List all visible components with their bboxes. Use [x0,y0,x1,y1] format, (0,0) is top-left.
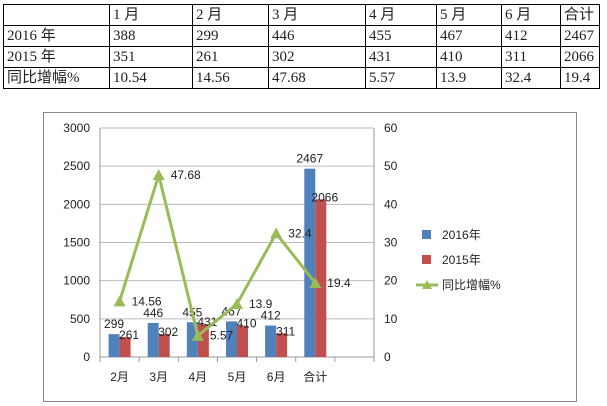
legend-label: 2016年 [442,228,481,242]
bar-2016年 [147,322,159,357]
line-data-label: 14.56 [132,294,162,308]
x-tick-label: 6月 [267,370,286,384]
right-axis-tick-label: 20 [384,274,398,288]
table-cell: 410 [436,46,502,68]
bar-data-label: 261 [119,328,139,342]
table-row: 2015 年 351 261 302 431 410 311 2066 [3,46,600,68]
table-cell: 5.57 [365,67,437,89]
column-header: 2 月 [192,4,269,26]
column-header: 5 月 [436,4,502,26]
table-cell: 299 [192,25,269,47]
left-axis-tick-label: 2000 [63,197,90,211]
table-cell: 431 [365,46,437,68]
left-axis-tick-label: 0 [83,350,90,364]
left-axis-tick-label: 500 [70,312,90,326]
table-cell: 446 [268,25,366,47]
legend-triangle-marker [422,280,432,289]
legend-swatch [422,255,431,264]
right-axis-tick-label: 30 [384,236,398,250]
column-header [3,4,110,26]
bar-data-label: 446 [143,306,163,320]
combo-chart: 0 500 1000 1500 2000 2500 3000 0 10 20 30 40 50 60 2月 2… [63,121,501,384]
chart-area: 0 500 1000 1500 2000 2500 3000 0 10 20 30 40 50 60 2月 2… [43,112,577,402]
table-cell: 10.54 [109,67,193,89]
triangle-marker [231,297,243,309]
x-tick-label: 3月 [149,370,168,384]
bar-2015年 [158,333,170,357]
x-tick-label: 4月 [189,370,208,384]
table-cell: 47.68 [268,67,366,89]
right-axis-tick-label: 10 [384,312,398,326]
bar-2015年 [119,337,131,357]
line-data-label: 32.4 [288,226,312,240]
bar-2016年 [226,321,237,357]
bar-data-label: 302 [158,325,178,339]
table-cell: 13.9 [436,67,502,89]
table-cell: 412 [501,25,561,47]
bar-2015年 [276,333,288,357]
bar-data-label: 2467 [296,152,323,166]
triangle-marker [270,227,283,239]
line-data-label: 19.4 [327,276,351,290]
left-axis-tick-label: 2500 [63,159,90,173]
column-header: 3 月 [268,4,366,26]
column-header: 4 月 [365,4,437,26]
line-data-label: 13.9 [249,297,273,311]
right-axis-tick-label: 0 [384,350,391,364]
left-axis-tick-label: 1000 [63,274,90,288]
legend-label: 2015年 [442,253,481,267]
table-cell: 467 [436,25,502,47]
right-axis-tick-label: 40 [384,197,398,211]
column-header: 6 月 [501,4,561,26]
left-axis-tick-label: 3000 [63,121,90,135]
column-header: 1 月 [109,4,193,26]
bar-data-label: 311 [276,324,295,338]
bar-2016年 [304,168,316,357]
table-cell: 261 [192,46,269,68]
bar-2016年 [186,322,198,357]
table-cell: 302 [268,46,366,68]
bar-data-label: 410 [236,317,256,331]
line-data-label: 47.68 [171,168,201,182]
legend-label: 同比增幅% [442,277,501,292]
bar-2016年 [108,334,120,357]
table-row: 同比增幅% 10.54 14.56 47.68 5.57 13.9 32.4 19.4 [3,67,600,89]
table-cell: 351 [109,46,193,68]
legend-swatch [422,230,431,239]
right-axis-tick-label: 60 [384,121,398,135]
x-tick-label: 2月 [110,370,129,384]
table-cell: 2016 年 [3,25,110,47]
table-cell: 14.56 [192,67,269,89]
table-cell: 2015 年 [3,46,110,68]
bar-2015年 [315,199,327,357]
line-series [118,169,317,339]
triangle-marker [152,169,165,181]
bar-2016年 [265,325,277,357]
table-cell: 19.4 [560,67,600,89]
bar-2015年 [237,325,248,357]
right-axis-tick-label: 50 [384,159,398,173]
table-cell: 311 [501,46,561,68]
table-cell: 455 [365,25,437,47]
table-cell: 388 [109,25,193,47]
x-tick-label: 5月 [228,370,247,384]
bar-data-label: 299 [104,317,124,331]
table-row: 2016 年 388 299 446 455 467 412 2467 [3,25,600,47]
table-cell: 同比增幅% [3,67,110,89]
table-cell: 2467 [560,25,600,47]
line-data-label: 5.57 [210,329,234,343]
bar-data-label: 2066 [311,190,338,204]
triangle-marker [191,329,204,341]
triangle-marker [113,295,126,307]
table-cell: 2066 [560,46,600,68]
triangle-marker [309,276,322,288]
bar-data-label: 412 [261,309,281,323]
left-axis-tick-label: 1500 [63,236,90,250]
column-header: 合计 [560,4,600,26]
x-tick-label: 合计 [303,369,327,384]
table-cell: 32.4 [501,67,561,89]
